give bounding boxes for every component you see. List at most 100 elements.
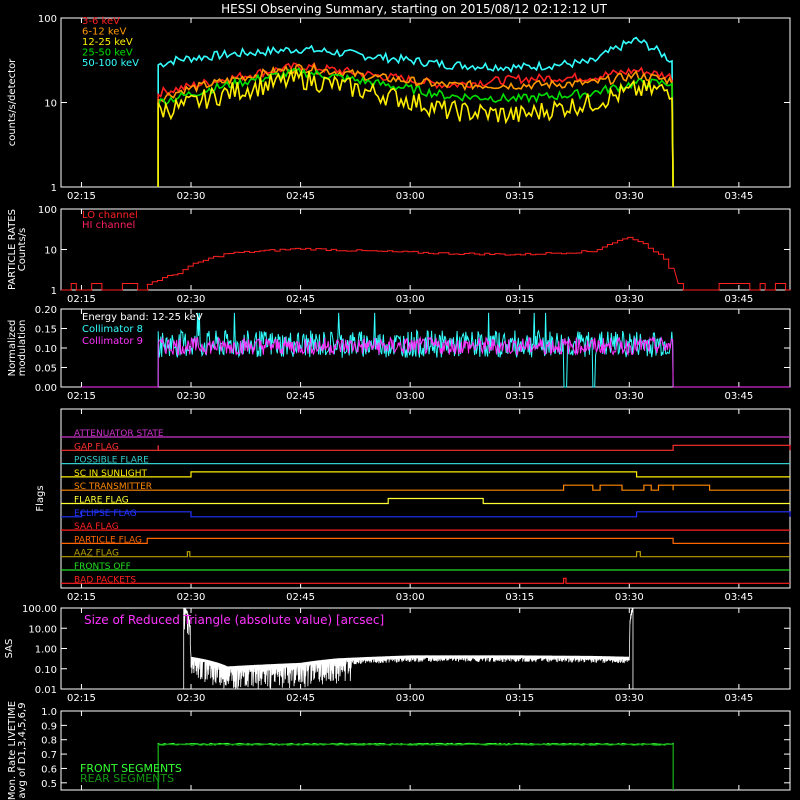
y-axis-label: Normalized — [7, 320, 18, 377]
x-tick-label: 03:00 — [396, 693, 425, 704]
series-12-25-kev — [157, 67, 674, 188]
flag-label: FRONTS OFF — [74, 562, 131, 572]
x-tick-label: 03:15 — [505, 191, 534, 202]
y-axis-label: PARTICLE RATES — [7, 209, 18, 290]
x-tick-label: 02:45 — [286, 191, 315, 202]
y-axis-label: Mon. Rate LIVETIME — [7, 701, 18, 800]
x-tick-label: 03:15 — [505, 391, 534, 402]
x-tick-label: 02:15 — [67, 391, 96, 402]
y-tick-label: 0.8 — [41, 736, 57, 747]
panel-sas: 02:15 02:30 02:45 03:00 03:15 03:30 03:45 0.01 0… — [4, 604, 791, 704]
legend-entry: 3-6 keV — [82, 16, 120, 27]
flag-line — [61, 497, 790, 505]
x-tick-label: 03:30 — [615, 592, 644, 603]
y-tick-label: 0.10 — [35, 665, 57, 676]
x-tick-label: 03:45 — [724, 693, 753, 704]
series-collimator-8 — [81, 312, 790, 388]
flag-label: SC TRANSMITTER — [74, 482, 152, 492]
plot-frame — [60, 710, 791, 791]
x-tick-label: 02:30 — [177, 191, 206, 202]
x-tick-label: 02:15 — [67, 693, 96, 704]
x-tick-label: 02:30 — [177, 294, 206, 305]
flag-label: SC IN SUNLIGHT — [74, 469, 148, 479]
y-tick-label: 0.10 — [35, 344, 57, 355]
x-tick-label: 03:00 — [396, 191, 425, 202]
y-tick-label: 100.00 — [22, 604, 57, 615]
legend-entry: FRONT SEGMENTS — [80, 762, 182, 775]
y-axis-label: Flags — [35, 485, 46, 511]
x-tick-label: 03:30 — [615, 693, 644, 704]
y-tick-label: 0.6 — [41, 764, 57, 775]
panel-modulation: 02:15 02:30 02:45 03:00 03:15 03:30 03:45 0.00 0… — [7, 305, 791, 402]
legend-entry: HI channel — [82, 220, 135, 231]
x-tick-label: 02:30 — [177, 693, 206, 704]
legend-entry: 12-25 keV — [82, 37, 133, 48]
series-rear-segments — [157, 743, 674, 791]
series-front-segments — [157, 742, 674, 791]
x-tick-label: 02:45 — [286, 693, 315, 704]
legend-entry: 6-12 keV — [82, 27, 126, 38]
x-tick-label: 03:45 — [724, 592, 753, 603]
y-tick-label: 0.9 — [41, 721, 57, 732]
panel-livetime: 0.5 0.6 0.7 0.8 0.9 1.0 Mon. Rate LIVETIME avg … — [7, 701, 791, 800]
y-tick-label: 100 — [38, 205, 57, 216]
x-tick-label: 03:30 — [615, 191, 644, 202]
y-tick-label: 1.0 — [41, 707, 57, 718]
figure-title: HESSI Observing Summary, starting on 201… — [221, 2, 607, 16]
flag-label: ATTENUATOR STATE — [74, 429, 164, 439]
x-tick-label: 02:15 — [67, 294, 96, 305]
y-tick-label: 1.00 — [35, 645, 57, 656]
legend-entry: Collimator 9 — [82, 336, 143, 347]
x-tick-label: 02:45 — [286, 294, 315, 305]
y-tick-label: 0.05 — [35, 364, 57, 375]
y-tick-label: 0.5 — [41, 779, 57, 790]
plot-frame — [60, 208, 791, 291]
x-tick-label: 02:15 — [67, 191, 96, 202]
x-tick-label: 02:15 — [67, 592, 96, 603]
flag-label: POSSIBLE FLARE — [74, 456, 149, 466]
annotation: Energy band: 12-25 keV — [82, 312, 203, 323]
y-tick-label: 0.7 — [41, 750, 57, 761]
series-collimator-9 — [81, 335, 790, 388]
panel-particle: 02:15 02:30 02:45 03:00 03:15 03:30 03:45 1 10 10… — [7, 205, 791, 305]
y-axis-label: modulation — [17, 320, 28, 377]
x-tick-label: 02:30 — [177, 391, 206, 402]
y-tick-label: 0.01 — [35, 685, 57, 696]
plot-frame — [60, 17, 791, 188]
series-sas — [183, 607, 634, 690]
panel-flags: 02:15 02:30 02:45 03:00 03:15 03:30 03:45 Flags… — [35, 408, 791, 603]
x-tick-label: 02:30 — [177, 592, 206, 603]
annotation: Size of Reduced Triangle (absolute value… — [84, 613, 384, 627]
flag-line — [61, 537, 790, 544]
plot-frame — [60, 408, 791, 589]
x-tick-label: 03:30 — [615, 391, 644, 402]
y-tick-label: 1 — [51, 286, 57, 297]
flag-line — [61, 484, 790, 491]
legend-entry: 50-100 keV — [82, 58, 139, 69]
y-tick-label: 100 — [38, 14, 57, 25]
panel-counts: 02:15 02:30 02:45 03:00 03:15 03:30 03:45 1 10 10… — [7, 14, 791, 202]
y-axis-label: avg of D1,3,4,5,6,9 — [17, 702, 28, 798]
x-tick-label: 03:00 — [396, 391, 425, 402]
y-tick-label: 0.00 — [35, 383, 57, 394]
y-tick-label: 10 — [44, 99, 57, 110]
x-tick-label: 02:45 — [286, 391, 315, 402]
flag-label: ECLIPSE FLAG — [74, 509, 137, 519]
flag-label: AAZ FLAG — [74, 549, 119, 559]
y-axis-label: SAS — [4, 639, 15, 659]
x-tick-label: 03:45 — [724, 391, 753, 402]
series-6-12-kev — [157, 62, 674, 188]
flag-line — [61, 511, 791, 518]
flag-label: SAA FLAG — [74, 522, 119, 532]
flag-line — [61, 444, 791, 451]
x-tick-label: 03:45 — [724, 191, 753, 202]
legend-entry: LO channel — [82, 210, 138, 221]
y-tick-label: 10.00 — [28, 624, 57, 635]
legend-entry: REAR SEGMENTS — [80, 772, 174, 785]
flag-label: FLARE FLAG — [74, 496, 129, 506]
y-tick-label: 0.20 — [35, 305, 57, 316]
x-tick-label: 03:30 — [615, 294, 644, 305]
y-tick-label: 1 — [51, 183, 57, 194]
flag-label: PARTICLE FLAG — [74, 535, 142, 545]
